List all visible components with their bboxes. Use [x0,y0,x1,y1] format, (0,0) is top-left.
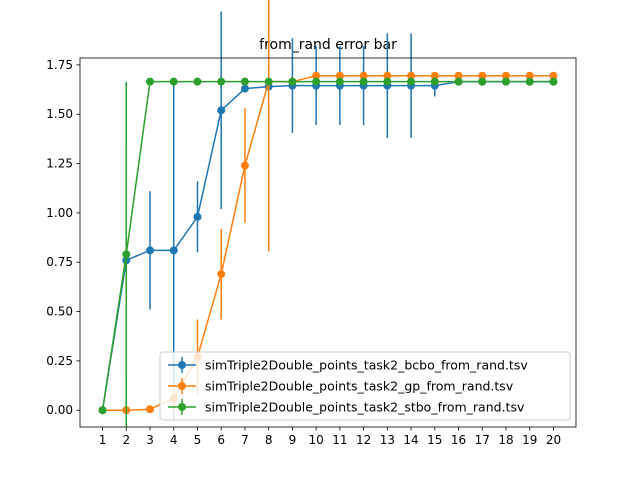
data-point [430,71,439,80]
x-tick-label: 4 [170,433,178,447]
legend-marker [178,403,186,411]
data-point [478,77,487,86]
legend: simTriple2Double_points_task2_bcbo_from_… [159,351,571,421]
data-point [525,71,534,80]
x-tick-label: 3 [146,433,154,447]
data-point [359,77,368,86]
legend-label: simTriple2Double_points_task2_bcbo_from_… [205,358,528,373]
data-point [549,71,558,80]
x-tick-label: 12 [356,433,371,447]
y-tick-label: 1.25 [46,157,73,171]
data-point [407,77,416,86]
legend-label: simTriple2Double_points_task2_stbo_from_… [205,400,525,415]
y-tick-label: 0.50 [46,305,73,319]
y-tick-label: 0.25 [46,354,73,368]
x-tick-label: 19 [522,433,537,447]
legend-marker [178,382,186,390]
chart-title: from_rand error bar [259,37,397,53]
data-point [169,77,178,86]
x-tick-label: 9 [289,433,297,447]
data-point [264,77,273,86]
data-point [312,77,321,86]
legend-entry: simTriple2Double_points_task2_gp_from_ra… [168,378,514,394]
data-point [430,77,439,86]
x-tick-label: 2 [122,433,130,447]
x-tick-label: 11 [332,433,347,447]
legend-marker [178,361,186,369]
data-point [240,84,249,93]
data-point [407,71,416,80]
data-point [193,212,202,221]
data-point [146,77,155,86]
x-tick-label: 16 [451,433,466,447]
x-tick-label: 7 [241,433,249,447]
data-point [383,77,392,86]
data-point [217,106,226,115]
data-point [146,405,155,414]
data-point [454,71,463,80]
x-tick-label: 10 [308,433,323,447]
legend-box [159,351,571,421]
axes-frame [79,57,577,428]
y-tick-label: 1.00 [46,206,73,220]
legend-entry: simTriple2Double_points_task2_stbo_from_… [168,399,525,415]
data-point [240,161,249,170]
data-point [549,77,558,86]
data-point [146,246,155,255]
axes: 1 2 3 4 5 6 7 8 9 10 11 12 13 14 15 16 17 18 19 200.000.250… [46,57,577,447]
x-tick-label: 5 [194,433,202,447]
data-point [98,406,107,415]
data-point [240,77,249,86]
x-tick-label: 6 [217,433,225,447]
y-tick-label: 0.00 [46,403,73,417]
x-tick-label: 17 [475,433,490,447]
y-tick-label: 1.75 [46,58,73,72]
data-point [478,71,487,80]
data-point [525,77,534,86]
data-point [193,77,202,86]
data-point [312,71,321,80]
series-3 [98,77,558,427]
data-point [383,71,392,80]
data-point [217,77,226,86]
data-point [169,246,178,255]
legend-entry: simTriple2Double_points_task2_bcbo_from_… [168,357,528,373]
x-tick-label: 20 [546,433,561,447]
data-point [288,77,297,86]
y-tick-label: 0.75 [46,255,73,269]
x-tick-label: 14 [403,433,418,447]
data-point [359,71,368,80]
data-point [501,71,510,80]
legend-label: simTriple2Double_points_task2_gp_from_ra… [205,379,514,394]
data-point [501,77,510,86]
x-tick-label: 18 [498,433,513,447]
plot-area [98,0,558,427]
data-point [217,270,226,279]
data-point [454,77,463,86]
x-tick-label: 13 [380,433,395,447]
data-point [335,77,344,86]
data-point [122,250,131,259]
x-tick-label: 15 [427,433,442,447]
x-tick-label: 1 [99,433,107,447]
x-tick-label: 8 [265,433,273,447]
y-tick-label: 1.50 [46,107,73,121]
data-point [335,71,344,80]
